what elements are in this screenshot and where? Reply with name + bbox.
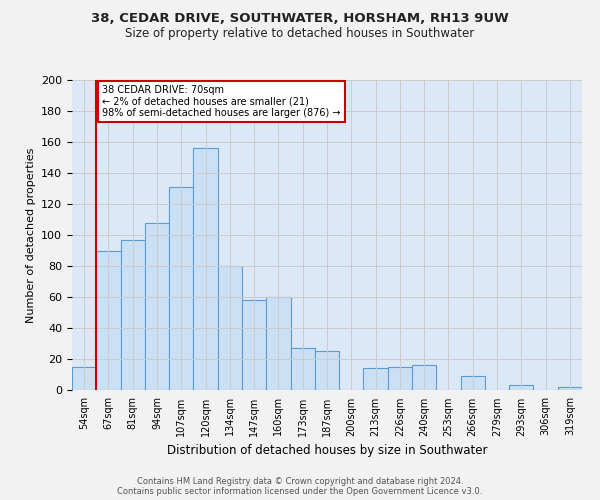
Text: 38, CEDAR DRIVE, SOUTHWATER, HORSHAM, RH13 9UW: 38, CEDAR DRIVE, SOUTHWATER, HORSHAM, RH… — [91, 12, 509, 26]
Y-axis label: Number of detached properties: Number of detached properties — [26, 148, 35, 322]
Bar — [242, 300, 266, 390]
Bar — [218, 266, 242, 390]
Bar — [121, 240, 145, 390]
Bar — [169, 187, 193, 390]
Text: Contains HM Land Registry data © Crown copyright and database right 2024.: Contains HM Land Registry data © Crown c… — [137, 477, 463, 486]
Bar — [266, 297, 290, 390]
Bar — [145, 222, 169, 390]
Text: 38 CEDAR DRIVE: 70sqm
← 2% of detached houses are smaller (21)
98% of semi-detac: 38 CEDAR DRIVE: 70sqm ← 2% of detached h… — [103, 84, 341, 118]
Bar — [461, 376, 485, 390]
Bar — [72, 367, 96, 390]
Bar — [96, 250, 121, 390]
Bar — [412, 365, 436, 390]
Bar — [290, 348, 315, 390]
Bar — [364, 368, 388, 390]
Bar — [315, 351, 339, 390]
Bar — [558, 387, 582, 390]
Bar — [193, 148, 218, 390]
Text: Contains public sector information licensed under the Open Government Licence v3: Contains public sector information licen… — [118, 487, 482, 496]
X-axis label: Distribution of detached houses by size in Southwater: Distribution of detached houses by size … — [167, 444, 487, 457]
Bar — [388, 367, 412, 390]
Text: Size of property relative to detached houses in Southwater: Size of property relative to detached ho… — [125, 28, 475, 40]
Bar — [509, 386, 533, 390]
